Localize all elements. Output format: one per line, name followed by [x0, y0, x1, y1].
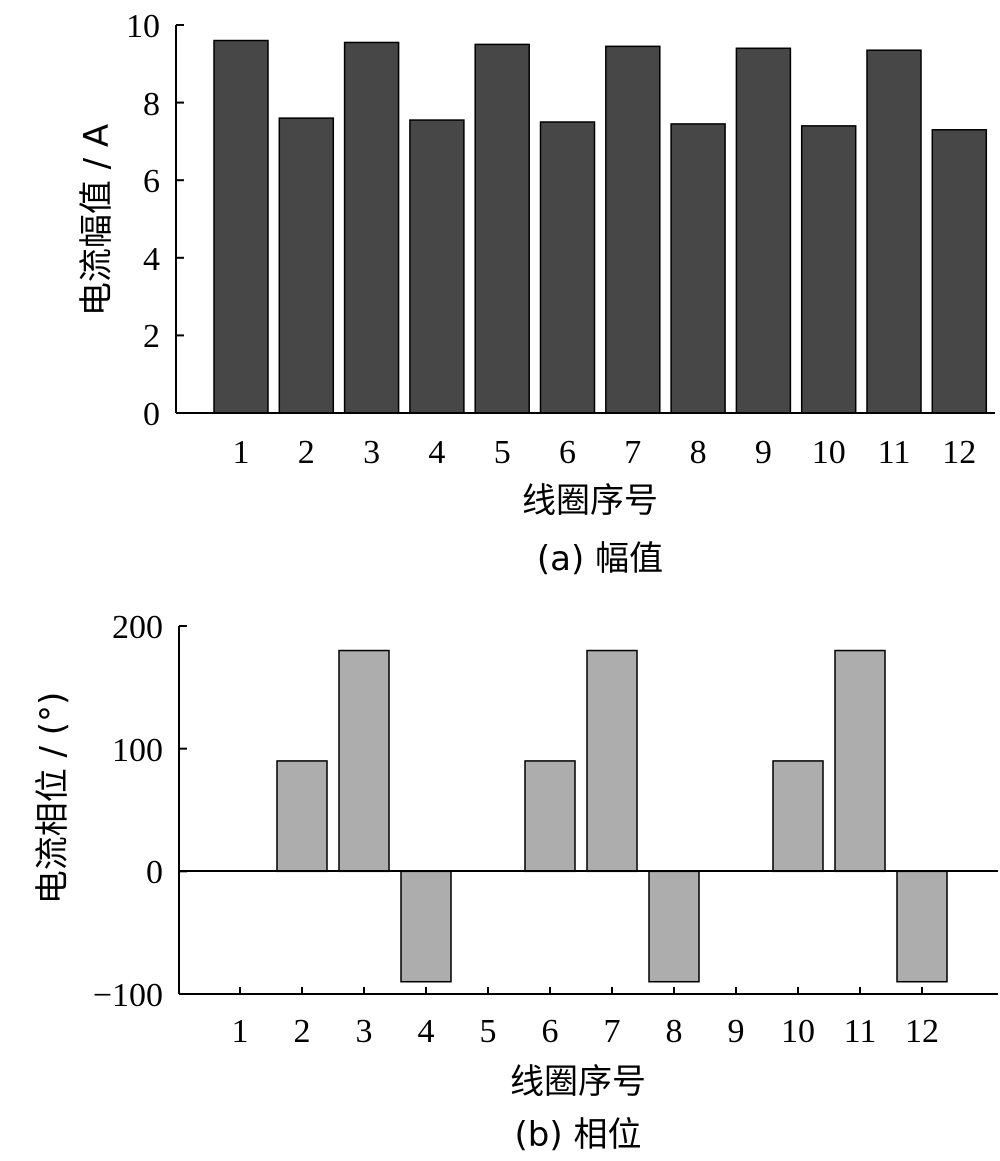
bar-a-6	[539, 121, 596, 414]
chart-a-y-tick-label: 0	[143, 396, 160, 433]
chart-a-x-tick-label: 7	[624, 434, 641, 471]
chart-b-y-tick-labels: −100 0 100 200	[93, 609, 163, 1014]
bar-a-3	[343, 41, 400, 414]
bar-a-5	[474, 43, 530, 414]
chart-b-y-tick-label: 200	[112, 609, 163, 646]
chart-a-y-tick-label: 6	[143, 163, 160, 200]
bar-a-9	[735, 47, 792, 414]
chart-a-x-tick-label: 6	[559, 434, 576, 471]
bar-a-11	[866, 49, 922, 414]
chart-a-x-axis-title: 线圈序号	[522, 481, 658, 521]
chart-b-x-tick-label: 12	[905, 1013, 939, 1050]
chart-b-x-tick-label: 7	[604, 1013, 621, 1050]
chart-a-y-tick-label: 8	[143, 86, 160, 123]
chart-b-y-axis-title: 电流相位 / (°)	[33, 692, 73, 905]
chart-a-x-tick-label: 12	[942, 434, 976, 471]
chart-a-y-tick-label: 4	[143, 241, 160, 278]
chart-b-y-tick-label: −100	[93, 977, 163, 1014]
bar-a-4	[409, 119, 465, 414]
chart-a-y-tick-label: 2	[143, 318, 160, 355]
chart-b: −100 0 100 200 1 2 3 4 5 6 7 8 9 10 11 12 电流相位 / (°…	[33, 609, 998, 1155]
bar-a-2	[278, 117, 335, 414]
chart-b-x-tick-label: 9	[728, 1013, 745, 1050]
bar-b-8	[648, 870, 700, 983]
chart-b-y-tick-label: 100	[112, 732, 163, 769]
chart-a-y-tick-labels: 0 2 4 6 8 10	[126, 8, 160, 433]
chart-a-x-tick-label: 8	[690, 434, 707, 471]
bar-b-10	[772, 760, 824, 873]
bar-a-7	[605, 45, 661, 414]
chart-b-x-tick-label: 11	[844, 1013, 877, 1050]
chart-a-x-tick-label: 1	[233, 434, 250, 471]
chart-a-y-axis-title: 电流幅值 / A	[77, 124, 117, 316]
chart-b-ticks	[179, 625, 923, 995]
bar-b-3	[338, 649, 390, 873]
chart-a-y-tick-label: 10	[126, 8, 160, 45]
bar-b-12	[896, 870, 948, 983]
chart-a-x-tick-label: 3	[363, 434, 380, 471]
bar-a-1	[213, 39, 269, 414]
chart-a-x-tick-label: 4	[428, 434, 445, 471]
chart-b-x-tick-label: 10	[781, 1013, 815, 1050]
chart-b-x-tick-labels: 1 2 3 4 5 6 7 8 9 10 11 12	[232, 1013, 940, 1050]
chart-a-x-tick-label: 2	[298, 434, 315, 471]
chart-b-x-tick-label: 3	[356, 1013, 373, 1050]
chart-a-x-tick-label: 11	[878, 434, 911, 471]
chart-a-x-tick-labels: 1 2 3 4 5 6 7 8 9 10 11 12	[233, 434, 977, 471]
chart-a: 0 2 4 6 8 10 1 2 3 4 5 6 7 8 9 10 11 12 电流幅值 / A 线圈…	[77, 8, 995, 579]
chart-a-caption: (a) 幅值	[537, 539, 663, 579]
chart-b-y-tick-label: 0	[146, 854, 163, 891]
chart-a-bars	[213, 39, 988, 414]
chart-a-x-tick-label: 9	[755, 434, 772, 471]
bar-a-10	[800, 125, 857, 414]
chart-b-x-tick-label: 1	[232, 1013, 249, 1050]
chart-a-x-tick-label: 10	[812, 434, 846, 471]
chart-a-x-tick-label: 5	[494, 434, 511, 471]
bar-a-12	[931, 129, 988, 414]
bar-a-8	[670, 123, 726, 414]
bar-b-2	[276, 760, 328, 873]
chart-a-y-ticks	[176, 24, 184, 414]
bar-b-6	[524, 760, 576, 873]
chart-b-x-tick-label: 4	[418, 1013, 435, 1050]
chart-b-bars	[276, 649, 948, 983]
chart-b-x-tick-label: 6	[542, 1013, 559, 1050]
bar-b-7	[586, 649, 638, 873]
chart-b-caption: (b) 相位	[515, 1115, 642, 1155]
chart-b-x-tick-label: 8	[666, 1013, 683, 1050]
chart-b-x-tick-label: 2	[294, 1013, 311, 1050]
chart-b-x-axis-title: 线圈序号	[510, 1062, 646, 1102]
chart-b-x-tick-label: 5	[480, 1013, 497, 1050]
bar-b-11	[834, 649, 886, 873]
bar-b-4	[400, 870, 452, 983]
